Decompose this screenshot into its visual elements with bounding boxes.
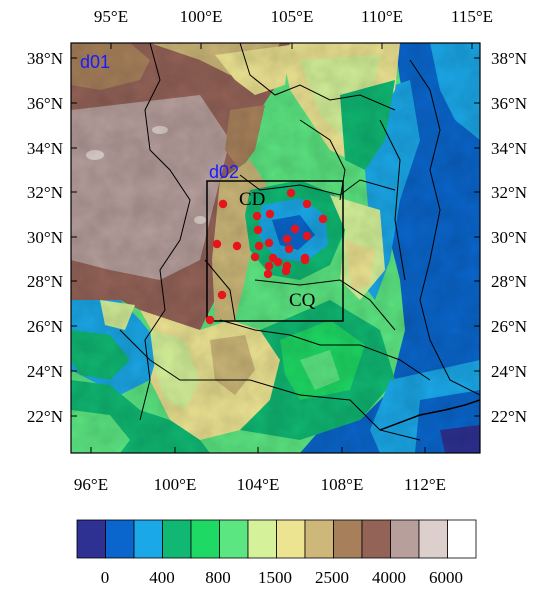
colorbar-label: 0 [101, 568, 110, 587]
right-lat-label: 22°N [491, 407, 527, 426]
domain-d01-label: d01 [80, 52, 110, 72]
top-lon-label: 95°E [94, 7, 128, 26]
right-lat-label: 30°N [491, 228, 527, 247]
domain-d02-box [206, 180, 344, 322]
station-marker [252, 211, 262, 221]
left-lat-label: 28°N [27, 272, 63, 291]
right-lat-labels: 38°N 36°N 34°N 32°N 30°N 28°N 26°N 24°N … [491, 49, 527, 426]
station-marker [205, 315, 215, 325]
top-lon-label: 105°E [271, 7, 314, 26]
colorbar-cell [447, 519, 477, 559]
station-marker [282, 234, 292, 244]
left-lat-labels: 38°N 36°N 34°N 32°N 30°N 28°N 26°N 24°N … [27, 49, 63, 426]
station-marker [254, 241, 264, 251]
bottom-lon-labels: 96°E 100°E 104°E 108°E 112°E [74, 475, 446, 494]
station-marker [263, 269, 273, 279]
colorbar-label: 800 [205, 568, 231, 587]
left-lat-label: 38°N [27, 49, 63, 68]
city-label-cq: CQ [289, 290, 316, 311]
colorbar-cell [418, 519, 448, 559]
station-marker [265, 209, 275, 219]
station-marker [273, 257, 283, 267]
colorbar-label: 2500 [315, 568, 349, 587]
colorbar-label: 4000 [372, 568, 406, 587]
map-frame [70, 42, 481, 454]
right-lat-label: 26°N [491, 317, 527, 336]
left-lat-label: 30°N [27, 228, 63, 247]
left-lat-label: 36°N [27, 94, 63, 113]
station-marker [281, 266, 291, 276]
right-lat-label: 32°N [491, 183, 527, 202]
right-lat-label: 34°N [491, 139, 527, 158]
station-marker [217, 290, 227, 300]
colorbar-cell [304, 519, 334, 559]
station-markers [205, 188, 328, 325]
station-marker [212, 239, 222, 249]
colorbar-label: 6000 [429, 568, 463, 587]
domain-d02-label: d02 [209, 162, 239, 182]
left-lat-label: 22°N [27, 407, 63, 426]
colorbar-cell [276, 519, 306, 559]
station-marker [286, 188, 296, 198]
colorbar-label: 1500 [258, 568, 292, 587]
station-marker [318, 214, 328, 224]
station-marker [218, 199, 228, 209]
right-lat-label: 36°N [491, 94, 527, 113]
bottom-lon-label: 96°E [74, 475, 108, 494]
colorbar-cell [219, 519, 249, 559]
station-marker [232, 241, 242, 251]
colorbar-label: 400 [149, 568, 175, 587]
right-lat-label: 38°N [491, 49, 527, 68]
station-marker [253, 225, 263, 235]
top-lon-labels: 95°E 100°E 105°E 110°E 115°E [94, 7, 493, 26]
station-marker [250, 252, 260, 262]
colorbar-cell [133, 519, 163, 559]
terrain-layer [71, 43, 480, 453]
colorbar-cell [190, 519, 220, 559]
colorbar-cell [247, 519, 277, 559]
left-lat-label: 24°N [27, 362, 63, 381]
bottom-lon-label: 104°E [237, 475, 280, 494]
station-marker [284, 244, 294, 254]
station-marker [302, 231, 312, 241]
left-lat-label: 26°N [27, 317, 63, 336]
city-label-cd: CD [239, 189, 265, 210]
colorbar-cell [390, 519, 420, 559]
station-marker [290, 224, 300, 234]
right-lat-label: 28°N [491, 272, 527, 291]
station-marker [264, 261, 274, 271]
colorbar-labels: 0 400 800 1500 2500 4000 6000 [101, 568, 463, 587]
border-lines [119, 43, 480, 441]
station-marker [300, 255, 310, 265]
station-marker [264, 238, 274, 248]
station-marker [302, 199, 312, 209]
top-lon-label: 115°E [451, 7, 493, 26]
bottom-lon-label: 108°E [321, 475, 364, 494]
bottom-lon-label: 100°E [154, 475, 197, 494]
colorbar [76, 519, 477, 559]
bottom-lon-label: 112°E [404, 475, 446, 494]
colorbar-cell [361, 519, 391, 559]
left-lat-label: 34°N [27, 139, 63, 158]
colorbar-cell [162, 519, 192, 559]
left-lat-label: 32°N [27, 183, 63, 202]
right-lat-label: 24°N [491, 362, 527, 381]
top-lon-label: 110°E [361, 7, 403, 26]
colorbar-cell [76, 519, 106, 559]
top-lon-label: 100°E [180, 7, 223, 26]
colorbar-cell [105, 519, 135, 559]
axis-ticks [71, 43, 480, 453]
colorbar-cell [333, 519, 363, 559]
